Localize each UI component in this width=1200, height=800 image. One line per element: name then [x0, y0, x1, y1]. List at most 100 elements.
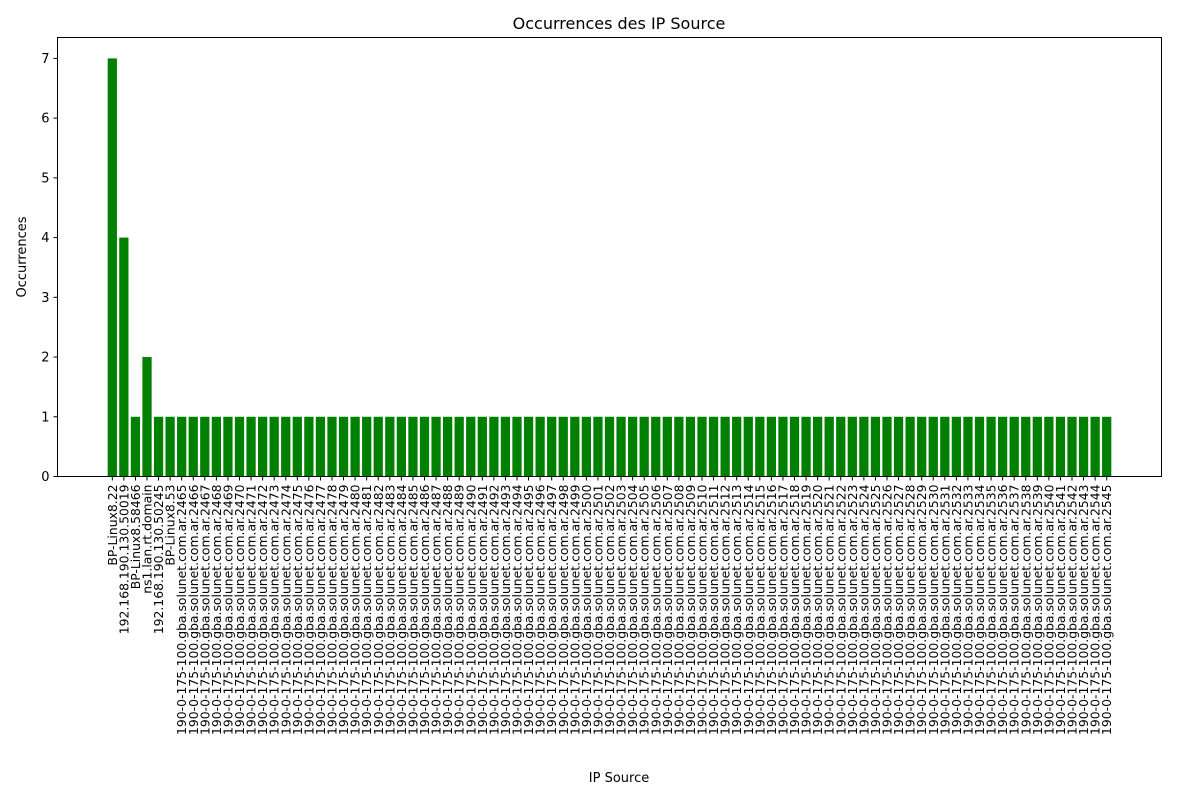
x-tick-label: 190-0-175-100.gba.solunet.com.ar.2520: [810, 484, 825, 735]
x-tick-label: 190-0-175-100.gba.solunet.com.ar.2497: [544, 485, 559, 735]
y-tick-label: 7: [41, 52, 49, 67]
bar: [847, 416, 857, 477]
x-tick-label: 190-0-175-100.gba.solunet.com.ar.2512: [718, 485, 733, 735]
y-tick-label: 5: [41, 171, 49, 186]
x-tick-label: 190-0-175-100.gba.solunet.com.ar.2482: [371, 485, 386, 735]
x-tick-label: 190-0-175-100.gba.solunet.com.ar.2466: [186, 484, 201, 735]
x-tick-label: 190-0-175-100.gba.solunet.com.ar.2519: [799, 484, 814, 735]
y-tick-label: 1: [41, 410, 49, 425]
x-tick-label: 190-0-175-100.gba.solunet.com.ar.2505: [637, 485, 652, 735]
bar: [662, 416, 672, 477]
x-tick-label: 190-0-175-100.gba.solunet.com.ar.2492: [486, 485, 501, 735]
bar: [177, 416, 187, 477]
x-tick-label: 190-0-175-100.gba.solunet.com.ar.2535: [984, 485, 999, 735]
bar: [628, 416, 638, 477]
bar: [755, 416, 765, 477]
bar: [639, 416, 649, 477]
bar: [616, 416, 626, 477]
bar: [870, 416, 881, 477]
bar: [720, 416, 730, 477]
x-tick-label: 190-0-175-100.gba.solunet.com.ar.2494: [510, 484, 525, 735]
bar: [778, 416, 788, 477]
x-tick-label: 190-0-175-100.gba.solunet.com.ar.2471: [244, 485, 259, 735]
bar: [466, 416, 476, 477]
chart-title: Occurrences des IP Source: [513, 14, 726, 33]
x-tick-label: 190-0-175-100.gba.solunet.com.ar.2524: [856, 484, 871, 735]
x-tick-label: 190-0-175-100.gba.solunet.com.ar.2528: [903, 484, 918, 735]
bar: [512, 416, 522, 477]
x-tick-label: 190-0-175-100.gba.solunet.com.ar.2516: [764, 484, 779, 735]
bar: [373, 416, 383, 477]
x-tick-label: 190-0-175-100.gba.solunet.com.ar.2510: [695, 484, 710, 735]
x-tick-label: 190-0-175-100.gba.solunet.com.ar.2467: [197, 485, 212, 735]
x-tick-label: 190-0-175-100.gba.solunet.com.ar.2517: [775, 485, 790, 735]
bar: [292, 416, 302, 477]
bar: [304, 416, 314, 477]
x-tick-label: 190-0-175-100.gba.solunet.com.ar.2485: [405, 485, 420, 735]
axes-frame: [57, 37, 1162, 477]
x-tick-label: 190-0-175-100.gba.solunet.com.ar.2469: [220, 484, 235, 735]
y-axis-label: Occurrences: [15, 216, 30, 297]
x-tick-label: 190-0-175-100.gba.solunet.com.ar.2474: [278, 484, 293, 735]
x-tick-label: 190-0-175-100.gba.solunet.com.ar.2533: [960, 485, 975, 735]
x-tick-label: 190-0-175-100.gba.solunet.com.ar.2478: [325, 484, 340, 735]
bar: [408, 416, 418, 477]
bar: [223, 416, 233, 477]
bar: [824, 416, 834, 477]
x-tick-label: 190-0-175-100.gba.solunet.com.ar.2526: [880, 484, 895, 735]
x-tick-label: 190-0-175-100.gba.solunet.com.ar.2468: [209, 484, 224, 735]
bar: [651, 416, 661, 477]
x-tick-label: 190-0-175-100.gba.solunet.com.ar.2470: [232, 484, 247, 735]
bar: [1021, 416, 1031, 477]
x-tick-label: 190-0-175-100.gba.solunet.com.ar.2503: [614, 485, 629, 735]
bar: [998, 416, 1008, 477]
bar: [581, 416, 591, 477]
x-tick-label: 190-0-175-100.gba.solunet.com.ar.2536: [995, 484, 1010, 735]
x-tick-label: 190-0-175-100.gba.solunet.com.ar.2480: [348, 484, 363, 735]
x-tick-label: 190-0-175-100.gba.solunet.com.ar.2538: [1018, 484, 1033, 735]
bar: [708, 416, 719, 477]
x-tick-label: 190-0-175-100.gba.solunet.com.ar.2476: [301, 484, 316, 735]
bar: [1067, 416, 1077, 477]
bar: [489, 416, 499, 477]
x-tick-label: BP-Linux8.22: [105, 485, 120, 566]
x-tick-label: 190-0-175-100.gba.solunet.com.ar.2509: [683, 484, 698, 735]
y-tick-label: 0: [41, 470, 49, 485]
bar: [211, 416, 221, 477]
bar: [200, 416, 210, 477]
x-axis-label: IP Source: [589, 771, 649, 786]
x-tick-label: 190-0-175-100.gba.solunet.com.ar.2487: [429, 485, 444, 735]
bar: [986, 416, 996, 477]
bar: [523, 416, 534, 477]
bar: [547, 416, 557, 477]
x-tick-label: 190-0-175-100.gba.solunet.com.ar.2498: [556, 484, 571, 735]
bars-group: [107, 58, 1112, 477]
x-tick-label: 190-0-175-100.gba.solunet.com.ar.2508: [671, 484, 686, 735]
bar: [963, 416, 973, 477]
x-tick-label: 190-0-175-100.gba.solunet.com.ar.2532: [949, 485, 964, 735]
x-tick-label: 190-0-175-100.gba.solunet.com.ar.2483: [382, 485, 397, 735]
bar: [859, 416, 869, 477]
x-axis-ticks: BP-Linux8.22192.168.190.130.50019BP-Linu…: [105, 476, 1114, 735]
bar: [1044, 416, 1054, 477]
bar: [165, 416, 175, 477]
bar: [558, 416, 568, 477]
x-tick-label: 190-0-175-100.gba.solunet.com.ar.2540: [1041, 484, 1056, 735]
bar: [258, 416, 268, 477]
bar: [940, 416, 950, 477]
x-tick-label: 190-0-175-100.gba.solunet.com.ar.2489: [452, 484, 467, 735]
x-tick-label: 190-0-175-100.gba.solunet.com.ar.2521: [822, 485, 837, 735]
x-tick-label: 190-0-175-100.gba.solunet.com.ar.2544: [1088, 484, 1103, 735]
x-tick-label: 190-0-175-100.gba.solunet.com.ar.2507: [660, 485, 675, 735]
bar: [1102, 416, 1112, 477]
x-tick-label: 190-0-175-100.gba.solunet.com.ar.2515: [752, 485, 767, 735]
x-tick-label: 190-0-175-100.gba.solunet.com.ar.2522: [833, 485, 848, 735]
x-tick-label: 190-0-175-100.gba.solunet.com.ar.2541: [1053, 485, 1068, 735]
x-tick-label: ns1.lan.rt.domain: [139, 485, 154, 594]
bar: [570, 416, 580, 477]
bar: [697, 416, 707, 477]
bar: [385, 416, 395, 477]
x-tick-label: 190-0-175-100.gba.solunet.com.ar.2545: [1099, 485, 1114, 735]
bar: [674, 416, 684, 477]
